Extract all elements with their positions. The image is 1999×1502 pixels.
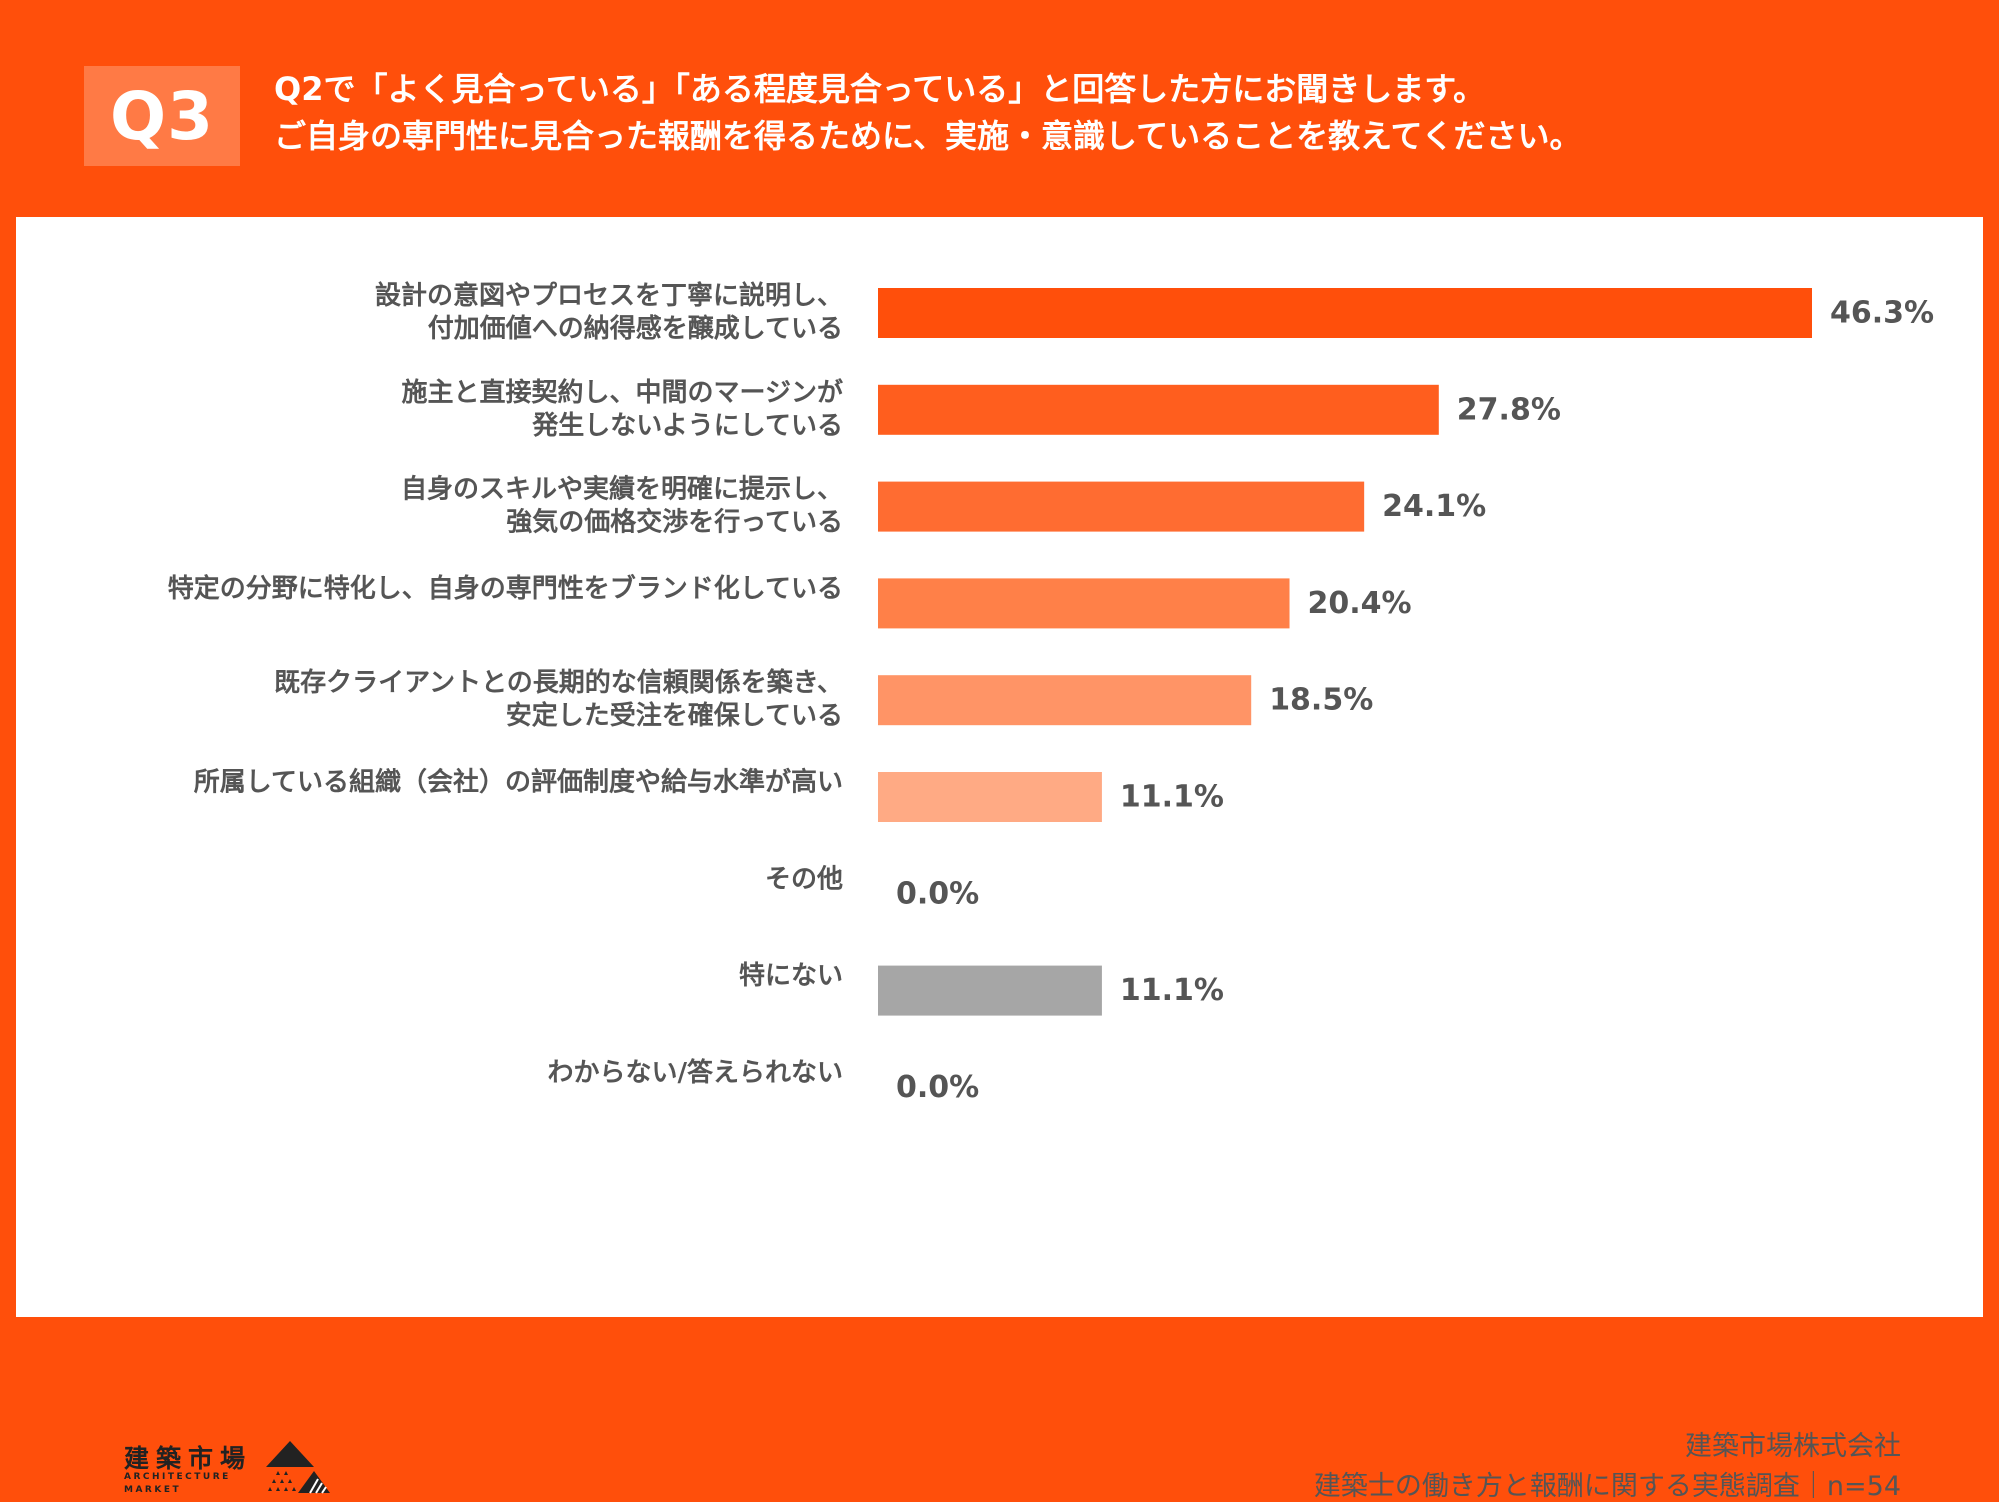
logo-triangle-icon (266, 1441, 330, 1494)
category-label: 自身のスキルや実績を明確に提示し、 (401, 474, 843, 505)
data-label: 0.0% (896, 876, 979, 911)
question-text-line-1: Q2で「よく見合っている」「ある程度見合っている」と回答した方にお聞きします。 (274, 70, 1486, 108)
category-label: 発生しないようにしている (531, 411, 843, 441)
category-label: 特にない (739, 960, 843, 991)
question-text-line-2: ご自身の専門性に見合った報酬を得るために、実施・意識していることを教えてください… (274, 117, 1582, 155)
bar (878, 772, 1102, 822)
question-number-badge: Q3 (84, 66, 240, 166)
category-label: 設計の意図やプロセスを丁寧に説明し、 (375, 280, 843, 311)
chart-panel: 設計の意図やプロセスを丁寧に説明し、 付加価値への納得感を醸成している 46.3% 施… (16, 217, 1983, 1500)
category-label: 既存クライアントとの長期的な信頼関係を築き、 (274, 667, 843, 698)
data-label: 18.5% (1269, 683, 1373, 718)
data-label: 20.4% (1308, 586, 1412, 621)
header: Q3 Q2で「よく見合っている」「ある程度見合っている」と回答した方にお聞きしま… (0, 0, 1999, 215)
data-label: 11.1% (1120, 973, 1224, 1008)
data-label: 27.8% (1457, 392, 1561, 427)
bar (878, 288, 1812, 338)
logo-wordmark: 建築市場 (124, 1444, 253, 1473)
category-label: 所属している組織（会社）の評価制度や給与水準が高い (194, 767, 843, 798)
bar-chart: 設計の意図やプロセスを丁寧に説明し、付加価値への納得感を醸成している 46.3% 施… (168, 280, 1934, 1105)
footer-survey-title: 建築士の働き方と報酬に関する実態調査｜n=54 (1313, 1471, 1901, 1502)
bar (878, 481, 1365, 532)
data-label: 46.3% (1830, 296, 1934, 331)
data-label: 24.1% (1382, 489, 1486, 524)
category-label: 付加価値への納得感を醸成している (428, 313, 843, 344)
footer-company-name: 建築市場株式会社 (1685, 1431, 1901, 1462)
company-logo: 建築市場 ARCHITECTURE MARKET (124, 1439, 364, 1499)
category-label: わからない/答えられない (548, 1057, 844, 1088)
logo-subtitle-line-2: MARKET (124, 1485, 182, 1495)
category-label: 施主と直接契約し、中間のマージンが (402, 377, 843, 408)
data-label: 0.0% (896, 1070, 979, 1105)
category-label: 特定の分野に特化し、自身の専門性をブランド化している (168, 573, 843, 604)
bar (878, 384, 1439, 435)
category-label: 安定した受注を確保している (506, 700, 843, 731)
logo-subtitle-line-1: ARCHITECTURE (124, 1472, 231, 1482)
category-label: 強気の価格交渉を行っている (506, 507, 843, 538)
bar (878, 965, 1102, 1016)
bar (878, 578, 1290, 629)
data-label: 11.1% (1120, 780, 1224, 815)
category-label: その他 (765, 864, 843, 894)
bar (878, 675, 1252, 726)
